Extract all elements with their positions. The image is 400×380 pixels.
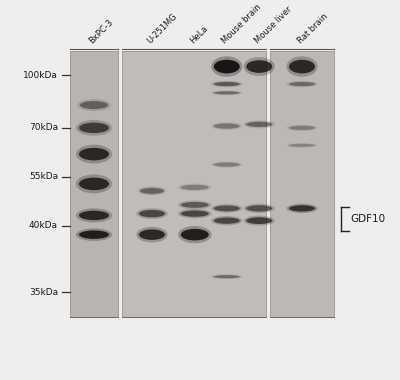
Ellipse shape	[136, 227, 168, 242]
Text: BxPC-3: BxPC-3	[88, 18, 115, 46]
Ellipse shape	[286, 81, 318, 87]
FancyBboxPatch shape	[270, 51, 334, 317]
Ellipse shape	[77, 99, 111, 111]
Ellipse shape	[181, 202, 209, 208]
Ellipse shape	[181, 229, 209, 241]
Ellipse shape	[289, 126, 315, 130]
Ellipse shape	[244, 204, 275, 213]
Ellipse shape	[286, 204, 318, 213]
Ellipse shape	[79, 211, 109, 220]
Ellipse shape	[214, 163, 240, 167]
Ellipse shape	[289, 60, 315, 73]
Ellipse shape	[76, 174, 112, 193]
Ellipse shape	[211, 162, 242, 168]
Text: Mouse brain: Mouse brain	[220, 3, 263, 46]
Ellipse shape	[286, 56, 318, 77]
Ellipse shape	[76, 120, 112, 136]
Ellipse shape	[79, 177, 109, 190]
Ellipse shape	[246, 205, 272, 212]
Ellipse shape	[178, 209, 212, 218]
Ellipse shape	[76, 208, 112, 223]
Text: GDF10: GDF10	[351, 214, 386, 224]
Text: 100kDa: 100kDa	[23, 71, 58, 80]
Text: Rat brain: Rat brain	[296, 12, 329, 46]
Ellipse shape	[286, 125, 318, 131]
Ellipse shape	[139, 230, 165, 240]
Ellipse shape	[244, 120, 275, 128]
Ellipse shape	[181, 211, 209, 217]
Ellipse shape	[214, 124, 240, 129]
Ellipse shape	[178, 184, 212, 191]
Text: 70kDa: 70kDa	[29, 124, 58, 132]
Text: 35kDa: 35kDa	[29, 288, 58, 297]
Ellipse shape	[211, 274, 242, 279]
Ellipse shape	[289, 144, 315, 147]
Text: 40kDa: 40kDa	[29, 222, 58, 230]
Text: 55kDa: 55kDa	[29, 173, 58, 181]
Ellipse shape	[178, 201, 212, 209]
Ellipse shape	[79, 230, 109, 239]
Ellipse shape	[214, 217, 240, 224]
Ellipse shape	[246, 60, 272, 73]
Ellipse shape	[289, 205, 315, 212]
Ellipse shape	[80, 101, 108, 109]
Ellipse shape	[140, 188, 164, 194]
Ellipse shape	[214, 60, 240, 73]
Ellipse shape	[286, 143, 318, 148]
Ellipse shape	[246, 122, 272, 127]
Ellipse shape	[244, 57, 275, 76]
Ellipse shape	[214, 82, 240, 86]
Ellipse shape	[138, 187, 166, 195]
Text: Mouse liver: Mouse liver	[253, 5, 294, 46]
Ellipse shape	[136, 208, 168, 219]
Ellipse shape	[76, 145, 112, 163]
Ellipse shape	[246, 217, 272, 224]
Ellipse shape	[139, 210, 165, 217]
FancyBboxPatch shape	[70, 51, 118, 317]
Ellipse shape	[211, 216, 242, 225]
Ellipse shape	[214, 91, 240, 94]
Ellipse shape	[289, 82, 315, 86]
Ellipse shape	[211, 122, 242, 130]
Text: HeLa: HeLa	[188, 24, 210, 46]
Ellipse shape	[79, 148, 109, 160]
Ellipse shape	[244, 215, 275, 226]
Ellipse shape	[211, 90, 242, 95]
Ellipse shape	[214, 206, 240, 211]
Text: U-251MG: U-251MG	[146, 12, 179, 46]
Ellipse shape	[181, 185, 209, 190]
Ellipse shape	[76, 228, 112, 241]
Ellipse shape	[211, 204, 242, 213]
FancyBboxPatch shape	[122, 51, 266, 317]
Ellipse shape	[211, 56, 242, 77]
Ellipse shape	[214, 275, 240, 278]
Ellipse shape	[211, 81, 242, 87]
Ellipse shape	[79, 123, 109, 133]
Ellipse shape	[178, 226, 212, 243]
